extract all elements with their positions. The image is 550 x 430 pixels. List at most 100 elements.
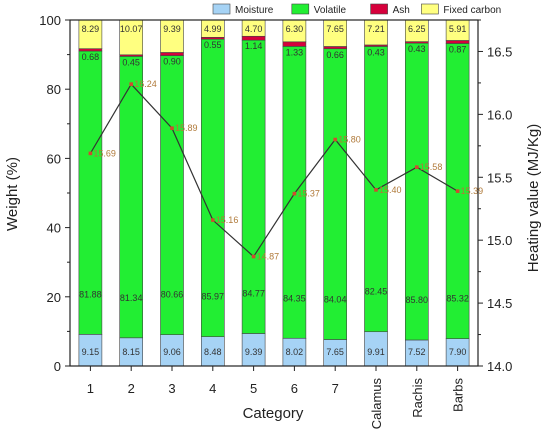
- heating-value-line-layer: 15.69 16.24 15.89 15.16 14.87 15.37 15.80 15.40…: [88, 79, 484, 262]
- segment-label-volatile: 85.97: [202, 292, 225, 302]
- y2-axis-title: Heating value (MJ/Kg): [525, 124, 542, 272]
- heating-value-marker-5: [251, 254, 256, 259]
- legend-swatch-ash: [370, 3, 388, 15]
- heating-value-marker-6: [292, 191, 297, 196]
- segment-label-ash: 0.66: [326, 50, 344, 60]
- segment-label-volatile: 82.45: [365, 287, 388, 297]
- bars-layer: [78, 19, 470, 367]
- segment-label-ash: 0.43: [408, 44, 426, 54]
- segment-label-ash: 0.43: [367, 47, 385, 57]
- legend-label-ash: Ash: [393, 5, 410, 16]
- segment-label-moisture: 9.06: [163, 347, 181, 357]
- heating-value-label-barbs: 15.39: [461, 186, 484, 196]
- x-tick-label-6: 6: [291, 381, 298, 396]
- x-tick-label-1: 1: [87, 381, 94, 396]
- segment-label-volatile: 85.32: [446, 294, 469, 304]
- segment-label-ash: 1.14: [245, 41, 263, 51]
- bar-ash-barbs: [445, 40, 470, 44]
- heating-value-label-calamus: 15.40: [379, 185, 402, 195]
- y-tick-label: 60: [47, 151, 61, 166]
- y-tick-label: 80: [47, 82, 61, 97]
- legend: Moisture Volatile Ash Fixed carbon: [212, 3, 501, 16]
- segment-label-fixed-carbon: 4.70: [245, 24, 263, 34]
- x-tick-label-4: 4: [209, 381, 216, 396]
- segment-label-ash: 0.87: [449, 44, 467, 54]
- x-tick-label-barbs: Barbs: [451, 378, 466, 412]
- segment-label-volatile: 80.66: [161, 290, 184, 300]
- y-axis-title: Weight (%): [4, 157, 21, 231]
- segment-label-moisture: 7.90: [449, 347, 467, 357]
- y2-tick-label: 14.0: [487, 359, 512, 374]
- legend-swatch-moisture: [212, 3, 231, 15]
- y2-tick-label: 14.5: [487, 296, 512, 311]
- heating-value-label-4: 15.16: [216, 215, 239, 225]
- x-axis-title: Category: [243, 405, 304, 422]
- bar-ash-5: [241, 35, 266, 41]
- x-tick-label-5: 5: [250, 381, 257, 396]
- segment-label-fixed-carbon: 7.65: [326, 24, 344, 34]
- bar-ash-1: [78, 48, 103, 52]
- segment-label-moisture: 9.39: [245, 347, 263, 357]
- heating-value-label-2: 16.24: [134, 79, 157, 89]
- segment-label-moisture: 7.52: [408, 347, 426, 357]
- bar-ash-6: [282, 41, 307, 47]
- axes-layer: 0 20 40 60 80 100 14.0 14.5 15.0 15.5 16.0 16.5 1 2 3 4…: [39, 13, 512, 429]
- segment-label-fixed-carbon: 4.99: [204, 24, 222, 34]
- segment-label-fixed-carbon: 7.21: [367, 24, 385, 34]
- y2-tick-label: 16.5: [487, 44, 512, 59]
- segment-label-volatile: 81.34: [120, 293, 143, 303]
- heating-value-label-5: 14.87: [257, 252, 280, 262]
- y2-tick-label: 15.0: [487, 233, 512, 248]
- heating-value-label-rachis: 15.58: [420, 162, 443, 172]
- segment-label-fixed-carbon: 6.30: [286, 24, 304, 34]
- segment-label-moisture: 7.65: [326, 347, 344, 357]
- bar-ash-7: [323, 46, 348, 50]
- y2-tick-label: 15.5: [487, 170, 512, 185]
- y-tick-label: 0: [54, 359, 61, 374]
- segment-label-volatile: 81.88: [79, 289, 102, 299]
- x-tick-label-rachis: Rachis: [410, 378, 425, 418]
- segment-label-volatile: 84.35: [283, 293, 306, 303]
- segment-label-volatile: 84.04: [324, 295, 347, 305]
- segment-label-fixed-carbon: 5.91: [449, 24, 467, 34]
- legend-label-moisture: Moisture: [235, 5, 274, 16]
- segment-label-ash: 0.90: [163, 57, 181, 67]
- heating-value-marker-3: [170, 126, 174, 130]
- heating-value-label-1: 15.69: [93, 148, 116, 158]
- segment-label-ash: 1.33: [286, 47, 304, 57]
- heating-value-marker-barbs: [455, 189, 460, 193]
- heating-value-marker-rachis: [415, 165, 419, 170]
- legend-label-volatile: Volatile: [314, 5, 347, 16]
- legend-label-fixed-carbon: Fixed carbon: [443, 5, 501, 16]
- heating-value-marker-calamus: [374, 188, 378, 192]
- heating-value-label-3: 15.89: [175, 123, 198, 133]
- segment-label-ash: 0.45: [122, 57, 140, 67]
- bar-ash-3: [160, 52, 184, 56]
- segment-label-moisture: 9.91: [367, 347, 385, 357]
- x-tick-label-calamus: Calamus: [369, 378, 384, 430]
- segment-label-volatile: 84.77: [242, 289, 265, 299]
- segment-label-fixed-carbon: 8.29: [82, 24, 100, 34]
- x-tick-label-7: 7: [332, 381, 339, 396]
- heating-value-label-6: 15.37: [297, 189, 320, 199]
- heating-value-marker-7: [333, 137, 337, 142]
- segment-labels-layer: 9.15 81.88 0.68 8.29 8.15 81.34 0.45 10.07 9.06 8…: [79, 24, 469, 357]
- heating-value-line: [89, 83, 458, 258]
- segment-label-ash: 0.55: [204, 40, 222, 50]
- y-tick-label: 40: [47, 221, 61, 236]
- segment-label-moisture: 9.15: [82, 347, 100, 357]
- segment-label-moisture: 8.02: [286, 347, 304, 357]
- segment-label-moisture: 8.15: [122, 347, 140, 357]
- heating-value-marker-2: [129, 82, 133, 86]
- heating-value-marker-4: [211, 218, 215, 222]
- heating-value-label-7: 15.80: [338, 135, 361, 145]
- legend-swatch-fixed-carbon: [421, 3, 439, 15]
- segment-label-fixed-carbon: 6.25: [408, 24, 426, 34]
- segment-label-fixed-carbon: 9.39: [163, 24, 181, 34]
- y-tick-label: 20: [47, 290, 61, 305]
- y-tick-label: 100: [39, 13, 61, 28]
- segment-label-volatile: 85.80: [406, 295, 429, 305]
- heating-value-marker-1: [88, 151, 93, 156]
- x-tick-label-2: 2: [128, 381, 135, 396]
